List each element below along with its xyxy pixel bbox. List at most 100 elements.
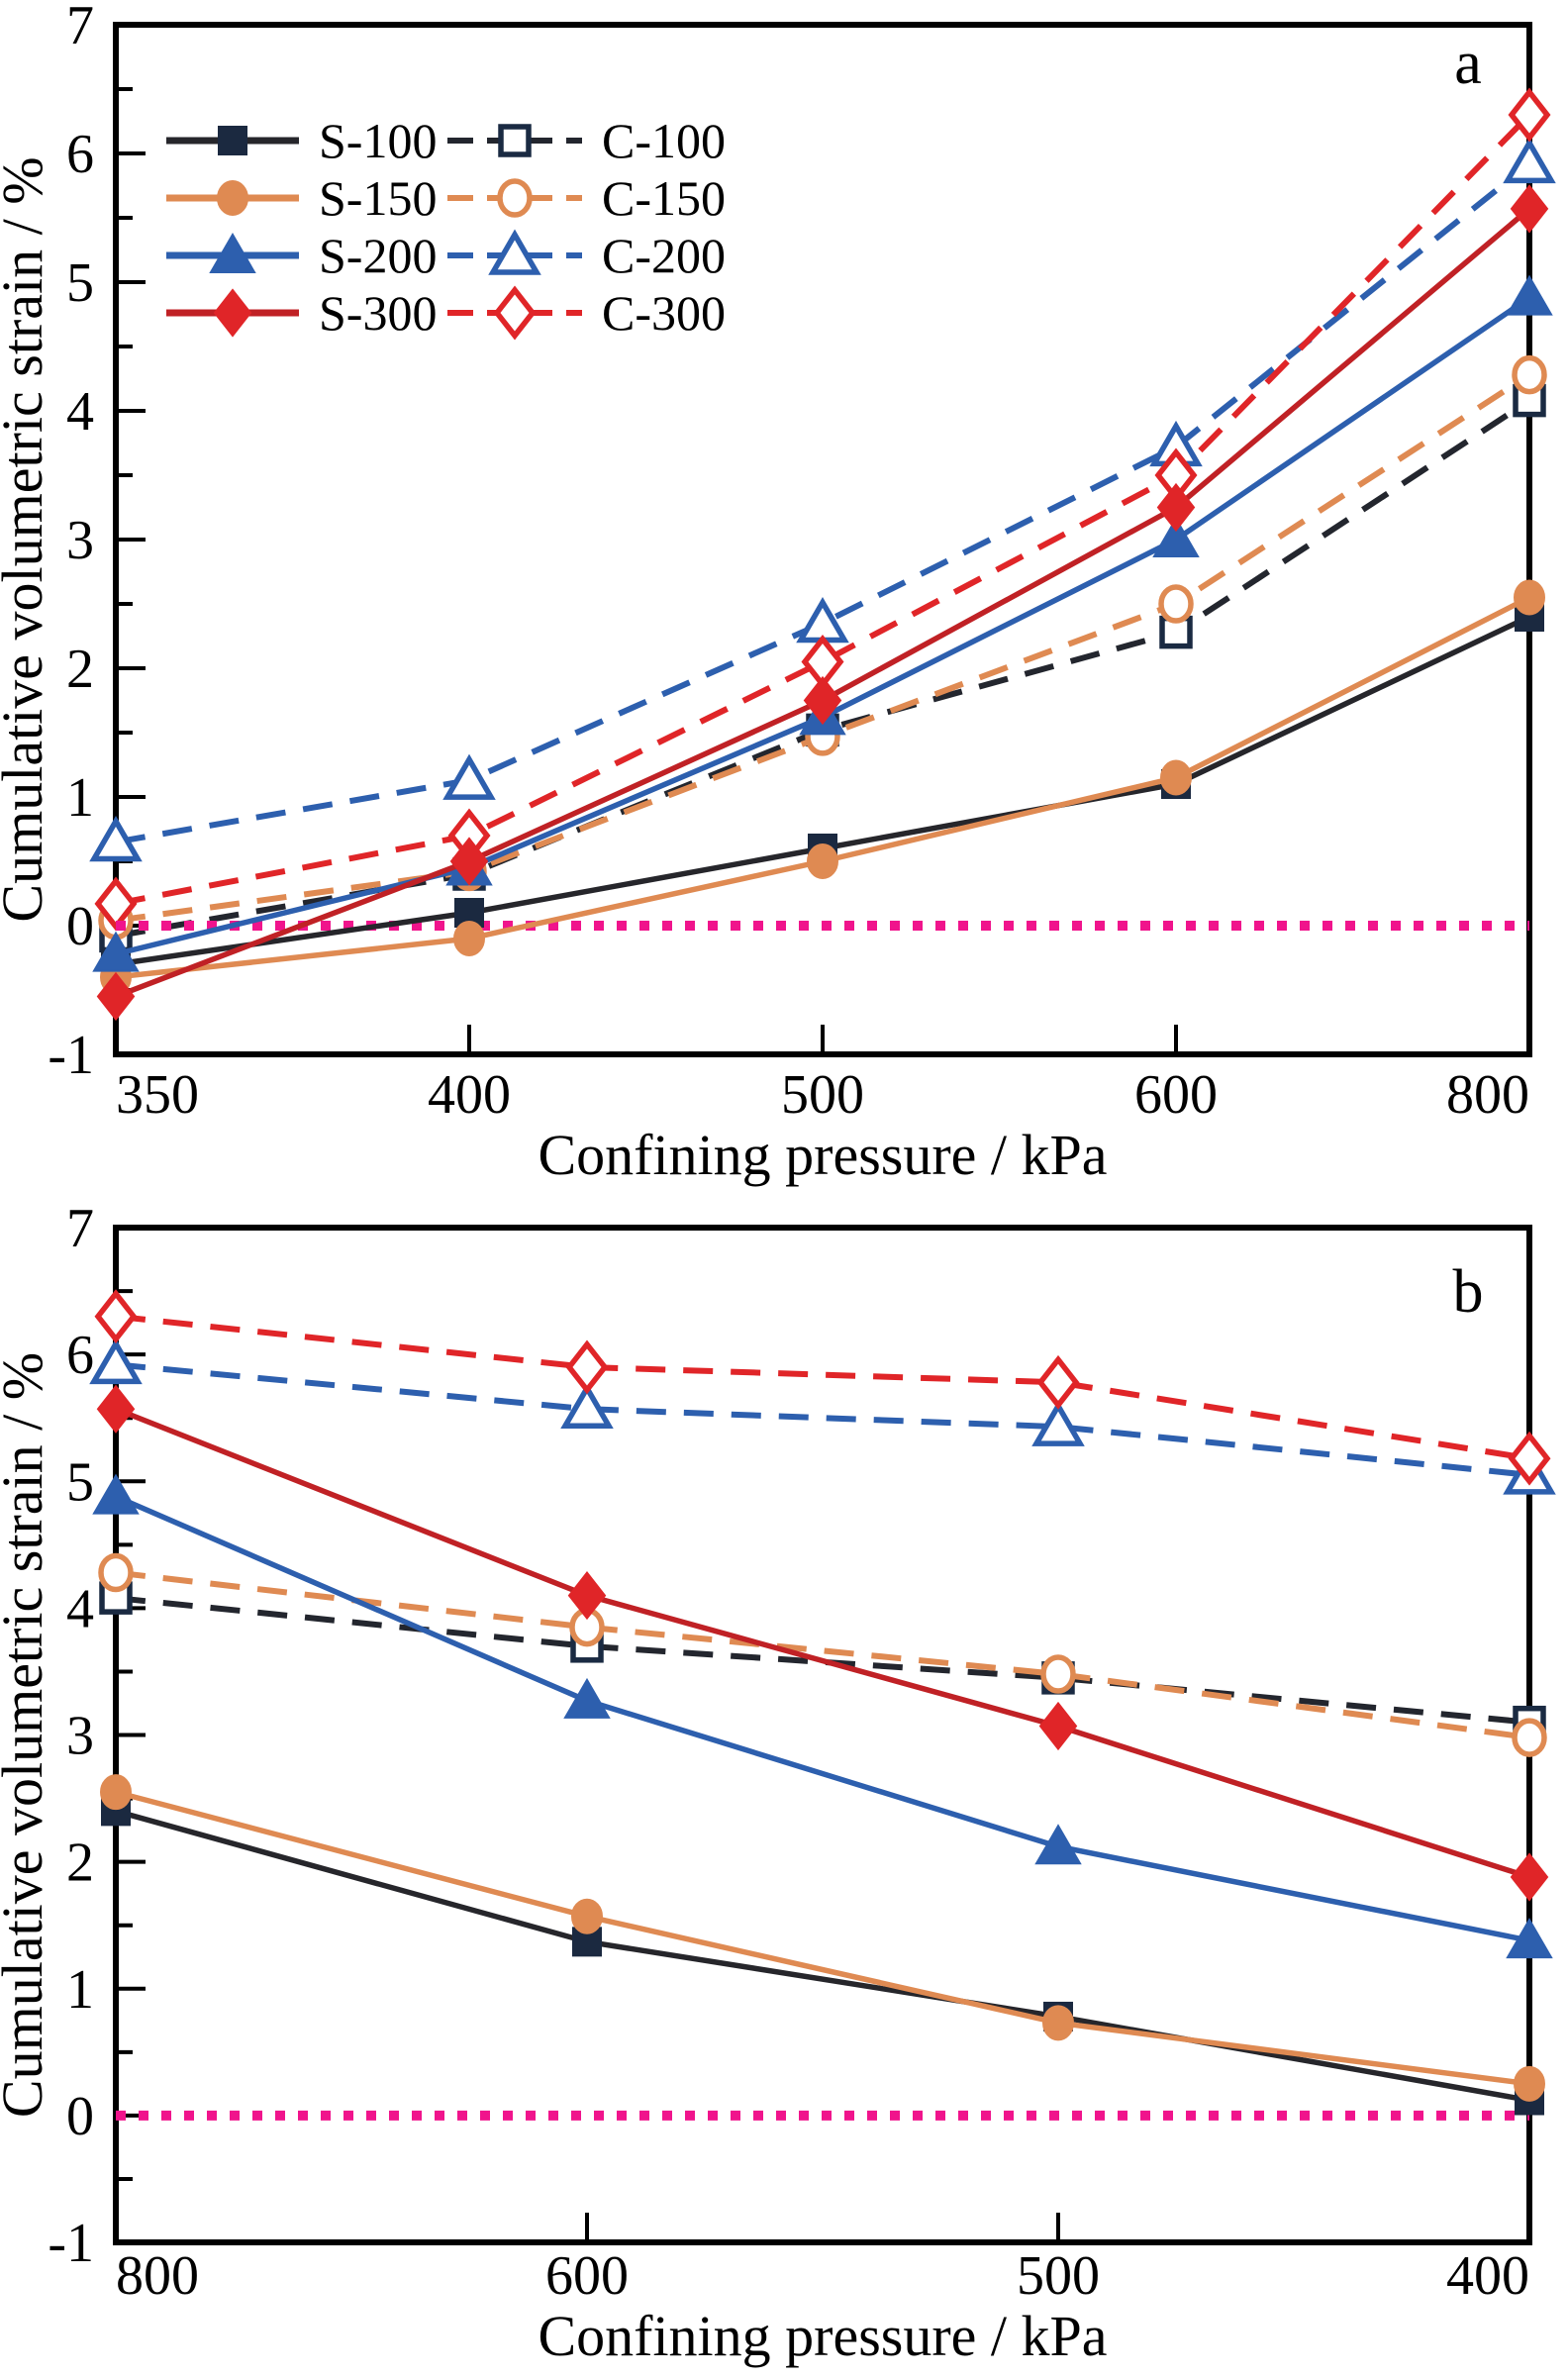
legend-item-C-300: C-300 — [447, 285, 726, 341]
S-200-marker-filled-triangle — [1152, 517, 1200, 557]
S-150-marker-filled-circle — [1160, 759, 1192, 796]
C-200-marker-open-triangle — [1503, 137, 1556, 184]
chart-panel-b: -1 0 1 2 3 4 5 6 7 800 600 500 400 Confining pressure… — [0, 1198, 1556, 2368]
series-line-S-150 — [115, 1789, 1530, 2087]
S-300-marker-filled-diamond — [1038, 1701, 1078, 1751]
x-axis-title: Confining pressure / kPa — [538, 1123, 1107, 1187]
S-300-marker-filled-diamond — [96, 1384, 136, 1434]
y-tick-label: 4 — [66, 1578, 94, 1639]
S-150-marker-filled-circle — [1514, 579, 1545, 616]
legend-item-C-200: C-200 — [447, 228, 726, 283]
legend-C-200-marker-open-triangle — [488, 229, 541, 275]
legend-S-100-marker-filled-square — [218, 126, 247, 155]
C-150-marker-open-circle — [98, 1552, 134, 1593]
x-tick-label: 400 — [428, 1064, 511, 1126]
x-tick-label: 600 — [545, 2245, 629, 2307]
x-tick-label: 400 — [1446, 2245, 1529, 2307]
S-200-marker-filled-triangle — [92, 1473, 140, 1515]
legend-item-S-200: S-200 — [166, 228, 437, 283]
plot-frame — [113, 1225, 1532, 2245]
y-tick-label: 0 — [66, 2086, 94, 2147]
legend-S-300-marker-filled-diamond — [213, 288, 252, 338]
C-200-marker-open-triangle — [1031, 1400, 1085, 1446]
S-300-marker-filled-diamond — [1510, 184, 1549, 234]
x-tick-label: 800 — [1446, 1064, 1529, 1126]
legend-C-100-marker-open-square — [498, 124, 532, 157]
C-300-marker-open-diamond — [1508, 87, 1551, 143]
series-line-S-100 — [115, 1808, 1530, 2104]
y-tick-label: 2 — [66, 639, 94, 700]
series-line-C-300 — [115, 112, 1532, 907]
C-150-marker-open-circle — [1512, 354, 1547, 395]
legend-label: C-300 — [602, 285, 726, 341]
x-tick-label: 350 — [116, 1064, 199, 1126]
legend-C-300-marker-open-diamond — [493, 285, 537, 341]
x-tick-label: 500 — [1017, 2245, 1100, 2307]
legend-label: C-150 — [602, 170, 726, 226]
y-tick-label: 2 — [66, 1833, 94, 1894]
x-tick-label: 800 — [116, 2245, 199, 2307]
C-200-marker-open-triangle — [89, 1338, 143, 1385]
legend-label: S-300 — [319, 285, 437, 341]
C-200-marker-open-triangle — [560, 1382, 614, 1429]
y-tick-label: 0 — [66, 896, 94, 957]
y-tick-label: 5 — [66, 1451, 94, 1513]
y-tick-label: 3 — [66, 1706, 94, 1767]
C-300-marker-open-diamond — [1508, 1431, 1551, 1486]
legend-label: S-200 — [319, 228, 437, 283]
S-300-marker-filled-diamond — [1156, 482, 1196, 533]
y-tick-label: 3 — [66, 510, 94, 571]
S-150-marker-filled-circle — [1514, 2065, 1545, 2102]
series-line-C-150 — [115, 1569, 1530, 1741]
S-300-marker-filled-diamond — [567, 1570, 607, 1621]
S-200-marker-filled-triangle — [1034, 1824, 1082, 1865]
C-300-marker-open-diamond — [94, 1289, 138, 1344]
legend-label: C-100 — [602, 113, 726, 168]
legend-S-150-marker-filled-circle — [217, 180, 248, 216]
y-axis-title: Cumulative volumetric strain / % — [0, 1352, 54, 2118]
S-200-marker-filled-triangle — [92, 931, 140, 972]
x-tick-label: 600 — [1134, 1064, 1218, 1126]
C-200-marker-open-triangle — [89, 816, 143, 862]
legend-label: S-100 — [319, 113, 437, 168]
series-line-S-300 — [114, 1406, 1530, 1880]
y-tick-label: 6 — [66, 124, 94, 185]
panel-letter: a — [1454, 30, 1482, 97]
C-200-marker-open-triangle — [442, 753, 496, 800]
legend-S-200-marker-filled-triangle — [209, 233, 256, 273]
S-150-marker-filled-circle — [100, 1774, 132, 1811]
S-300-marker-filled-diamond — [803, 675, 842, 726]
S-200-marker-filled-triangle — [1506, 274, 1553, 316]
panel-letter: b — [1453, 1258, 1484, 1326]
y-tick-label: -1 — [48, 2213, 94, 2274]
S-150-marker-filled-circle — [453, 921, 485, 956]
legend-item-S-150: S-150 — [166, 170, 437, 226]
series-line-S-200 — [114, 1494, 1530, 1943]
C-300-marker-open-diamond — [565, 1339, 609, 1395]
C-150-marker-open-circle — [1512, 1718, 1547, 1757]
C-150-marker-open-circle — [1158, 584, 1194, 624]
legend-item-C-150: C-150 — [447, 170, 726, 226]
C-200-marker-open-triangle — [796, 597, 849, 644]
C-300-marker-open-diamond — [1036, 1354, 1080, 1410]
y-tick-label: -1 — [48, 1025, 94, 1086]
legend-label: S-150 — [319, 170, 437, 226]
y-tick-label: 5 — [66, 252, 94, 314]
series-line-C-200 — [115, 161, 1531, 845]
legend-item-S-100: S-100 — [166, 113, 437, 168]
y-tick-label: 7 — [66, 0, 94, 56]
legend-item-S-300: S-300 — [166, 285, 437, 341]
S-300-marker-filled-diamond — [1510, 1852, 1549, 1902]
chart-panel-a: -1 0 1 2 3 4 5 6 7 350 400 500 600 800 Confining press… — [0, 0, 1556, 1187]
y-tick-label: 6 — [66, 1325, 94, 1386]
S-300-marker-filled-diamond — [96, 971, 136, 1022]
legend-C-150-marker-open-circle — [497, 178, 533, 218]
x-tick-label: 500 — [781, 1064, 864, 1126]
series-line-C-200 — [115, 1361, 1530, 1478]
y-tick-label: 1 — [66, 1959, 94, 2021]
y-tick-label: 4 — [66, 381, 94, 443]
y-axis-title: Cumulative volumetric strain / % — [0, 156, 54, 922]
y-tick-label: 7 — [66, 1198, 94, 1259]
S-150-marker-filled-circle — [807, 843, 838, 879]
